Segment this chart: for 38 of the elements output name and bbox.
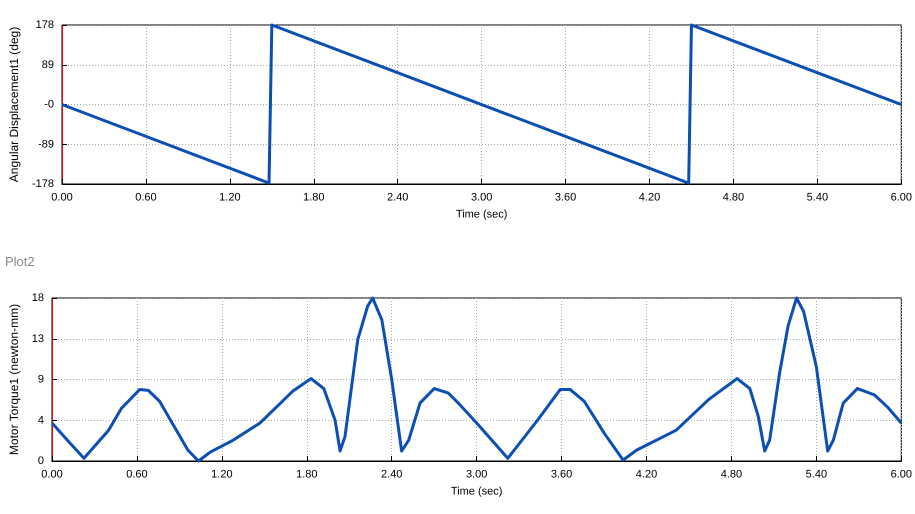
x-tick-label: 4.20 <box>638 192 660 204</box>
x-tick-label: 4.80 <box>722 192 744 204</box>
x-tick-label: 5.40 <box>806 192 828 204</box>
x-tick-label: 2.40 <box>387 192 408 204</box>
x-tick-label: 1.80 <box>296 468 318 480</box>
x-tick-label: 1.20 <box>211 468 233 480</box>
x-tick-label: 3.60 <box>554 192 576 204</box>
y-axis-title: Motor Torque1 (newton-mm) <box>7 304 21 456</box>
y-tick-label: 0 <box>38 455 44 467</box>
y-axis-title: Angular Displacement1 (deg) <box>7 26 21 182</box>
x-tick-label: 3.00 <box>466 468 488 480</box>
x-axis-title: Time (sec) <box>456 208 508 220</box>
y-tick-label: -0 <box>44 98 54 110</box>
y-tick-label: 4 <box>38 414 44 426</box>
x-tick-label: 3.60 <box>550 468 572 480</box>
y-tick-label: 178 <box>36 19 54 31</box>
x-tick-label: 2.40 <box>381 468 402 480</box>
line-series <box>50 296 903 462</box>
x-tick-label: 6.00 <box>890 192 912 204</box>
x-tick-label: 1.20 <box>219 192 241 204</box>
y-tick-label: 18 <box>32 292 44 304</box>
x-tick-label: 0.00 <box>41 468 63 480</box>
x-tick-label: 0.00 <box>51 192 73 204</box>
y-tick-label: 89 <box>42 58 54 71</box>
x-tick-label: 4.80 <box>720 468 742 480</box>
x-tick-label: 1.80 <box>303 192 324 204</box>
y-tick-label: -89 <box>38 138 54 150</box>
x-tick-label: 5.40 <box>806 468 828 480</box>
y-tick-label: -178 <box>32 178 54 190</box>
x-tick-label: 6.00 <box>890 468 912 480</box>
y-tick-label: 13 <box>32 332 44 345</box>
x-axis-title: Time (sec) <box>450 486 502 498</box>
x-tick-label: 0.60 <box>126 468 148 480</box>
x-tick-label: 4.20 <box>636 468 658 480</box>
y-tick-label: 9 <box>38 374 44 386</box>
x-tick-label: 0.60 <box>135 192 157 204</box>
x-tick-label: 3.00 <box>470 192 492 204</box>
chart-title: Plot2 <box>5 254 35 269</box>
